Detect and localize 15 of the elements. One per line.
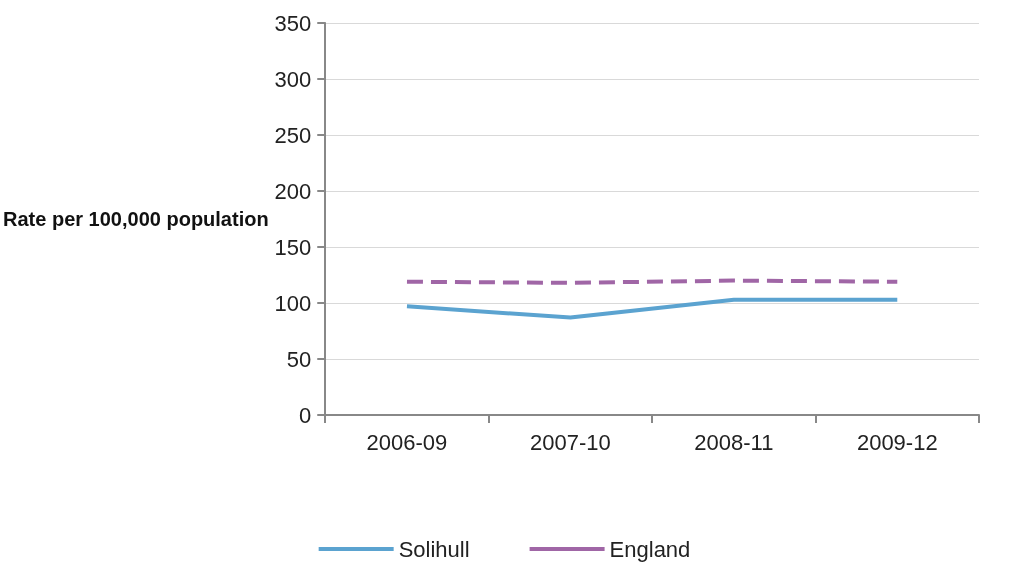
y-tick-label: 100	[274, 290, 312, 316]
y-tick-label: 350	[274, 10, 312, 36]
legend-label: England	[609, 536, 691, 562]
y-tick-label: 200	[274, 178, 312, 204]
y-tick-label: 50	[286, 346, 312, 372]
y-tick-label: 300	[274, 66, 312, 92]
y-tick-label: 0	[298, 402, 312, 428]
x-tick-label: 2007-10	[530, 429, 611, 455]
y-tick-label: 150	[274, 234, 312, 260]
y-axis-title: Rate per 100,000 population	[3, 208, 269, 230]
x-tick-label: 2008-11	[694, 429, 774, 455]
y-tick-label: 250	[274, 122, 312, 148]
x-tick-label: 2006-09	[366, 429, 448, 455]
x-tick-label: 2009-12	[856, 429, 938, 455]
legend-label: Solihull	[398, 536, 470, 562]
